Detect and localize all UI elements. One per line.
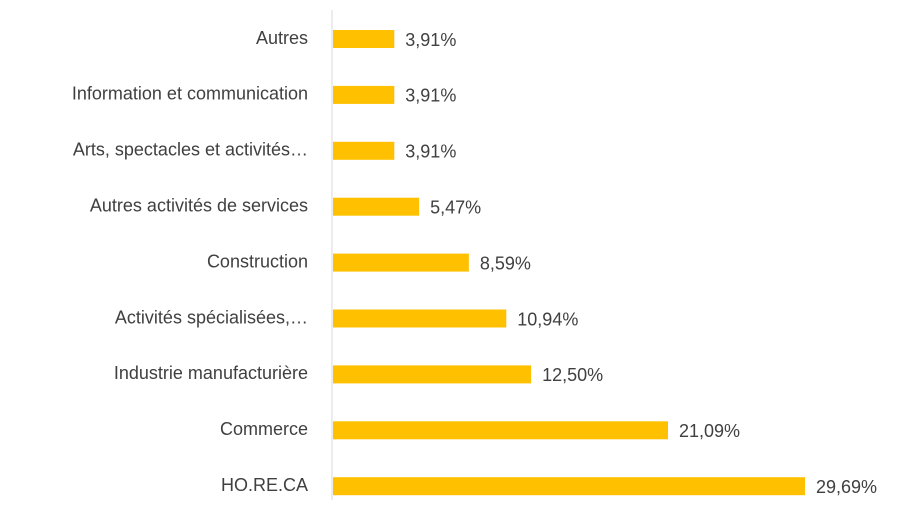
category-label: Commerce xyxy=(220,419,308,439)
value-label: 12,50% xyxy=(542,365,603,385)
category-label: Construction xyxy=(207,251,308,271)
category-label: HO.RE.CA xyxy=(221,475,308,495)
bar xyxy=(333,309,507,328)
value-label: 3,91% xyxy=(405,86,456,106)
value-label: 21,09% xyxy=(679,421,740,441)
bar xyxy=(333,30,395,48)
category-label: Industrie manufacturière xyxy=(114,363,308,383)
bar xyxy=(333,253,469,272)
category-label: Activités spécialisées,… xyxy=(115,307,308,327)
bar xyxy=(333,365,532,384)
category-label: Arts, spectacles et activités… xyxy=(73,140,308,160)
bar xyxy=(333,477,805,496)
bar xyxy=(333,85,395,104)
value-label: 10,94% xyxy=(517,309,578,329)
value-label: 3,91% xyxy=(405,30,456,50)
bar xyxy=(333,141,395,160)
value-label: 8,59% xyxy=(480,253,531,273)
value-label: 29,69% xyxy=(816,477,877,497)
value-label: 5,47% xyxy=(430,197,481,217)
category-label: Autres activités de services xyxy=(90,195,308,215)
bar xyxy=(333,197,420,216)
bar xyxy=(333,421,668,440)
value-label: 3,91% xyxy=(405,142,456,162)
category-label: Autres xyxy=(256,28,308,48)
category-label: Information et communication xyxy=(72,84,308,104)
